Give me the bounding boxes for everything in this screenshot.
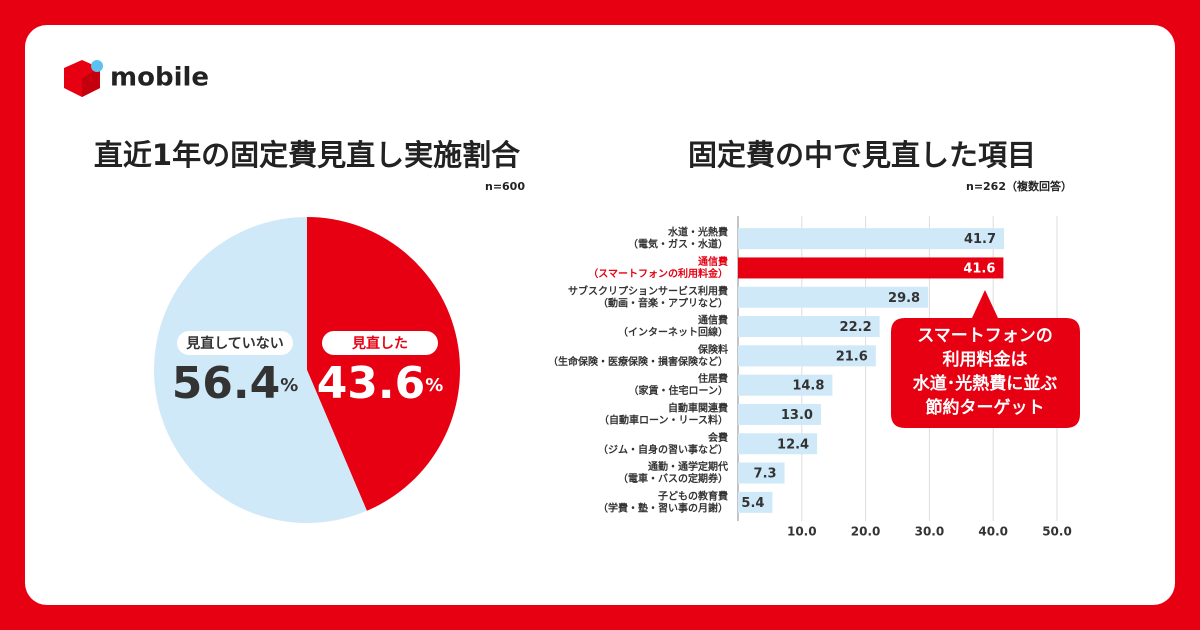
bar	[738, 257, 1004, 279]
chart-title: 固定費の中で見直した項目	[688, 138, 1036, 172]
category-label: 子どもの教育費	[658, 489, 728, 502]
callout	[891, 290, 1080, 428]
category-label: 保険料	[697, 343, 728, 356]
value-label: 5.4	[741, 496, 764, 511]
annotation: 利用料金は	[943, 349, 1028, 370]
category-label: （電気・ガス・水道）	[628, 238, 728, 251]
annotation: 節約ターゲット	[925, 397, 1045, 418]
category-label: 会費	[708, 431, 728, 444]
annotation: スマートフォンの	[917, 326, 1053, 346]
chart-title: 直近1年の固定費見直し実施割合	[94, 138, 520, 172]
bar	[738, 374, 833, 396]
x-tick-label: 30.0	[915, 525, 945, 539]
note: n=262（複数回答）	[966, 179, 1072, 193]
category-label: （家賃・住宅ローン）	[629, 384, 729, 397]
bar	[738, 491, 773, 513]
label-pill	[177, 331, 293, 355]
value-label: 43.6%	[317, 358, 444, 409]
category-label: 通信費	[698, 255, 728, 268]
bar	[738, 286, 929, 308]
label-pill	[322, 331, 438, 355]
category-label: （インターネット回線）	[618, 326, 728, 339]
category-label: 自動車関連費	[668, 401, 728, 414]
category-label: 通信費	[698, 314, 728, 327]
x-tick-label: 10.0	[787, 525, 817, 539]
value-label: 12.4	[777, 437, 809, 452]
bar	[738, 433, 818, 455]
category-label: （自動車ローン・リース料）	[599, 413, 728, 426]
value-label: 29.8	[888, 291, 920, 306]
bar	[738, 345, 876, 367]
category-label: 住居費	[698, 372, 728, 385]
x-tick-label: 20.0	[851, 525, 881, 539]
category-label: （電車・バスの定期券）	[618, 472, 728, 485]
category-label: （ジム・自身の習い事など）	[598, 443, 728, 456]
bar	[738, 403, 821, 425]
x-tick-label: 50.0	[1042, 525, 1072, 539]
category-label: （生命保険・医療保険・損害保険など）	[548, 355, 728, 368]
category-label: サブスクリプションサービス利用費	[568, 284, 728, 297]
value-label: 56.4%	[172, 358, 299, 409]
pie-slice	[307, 217, 460, 511]
category-label: 通勤・通学定期代	[648, 460, 728, 473]
value-label: 41.7	[964, 232, 996, 247]
logo-icon	[64, 60, 103, 97]
category-label: （動画・音楽・アプリなど）	[598, 296, 728, 309]
value-label: 14.8	[792, 379, 824, 394]
bar	[738, 316, 880, 338]
category-label: （スマートフォンの利用料金）	[588, 267, 728, 280]
bar	[738, 462, 785, 484]
x-tick-label: 40.0	[978, 525, 1008, 539]
category-label: 見直していない	[185, 335, 284, 352]
value-label: 7.3	[754, 467, 777, 482]
category-label: 見直した	[351, 335, 408, 352]
annotation: 水道･光熱費に並ぶ	[913, 373, 1058, 394]
brand: mobile	[110, 63, 209, 93]
bar	[738, 228, 1005, 250]
pie-slice	[154, 217, 367, 523]
category-label: （学費・塾・習い事の月謝）	[598, 501, 728, 514]
value-label: 22.2	[840, 320, 872, 335]
value-label: 41.6	[963, 261, 995, 276]
category-label: 水道・光熱費	[667, 226, 728, 239]
value-label: 21.6	[836, 349, 868, 364]
note: n=600	[485, 180, 525, 193]
value-label: 13.0	[781, 408, 813, 423]
